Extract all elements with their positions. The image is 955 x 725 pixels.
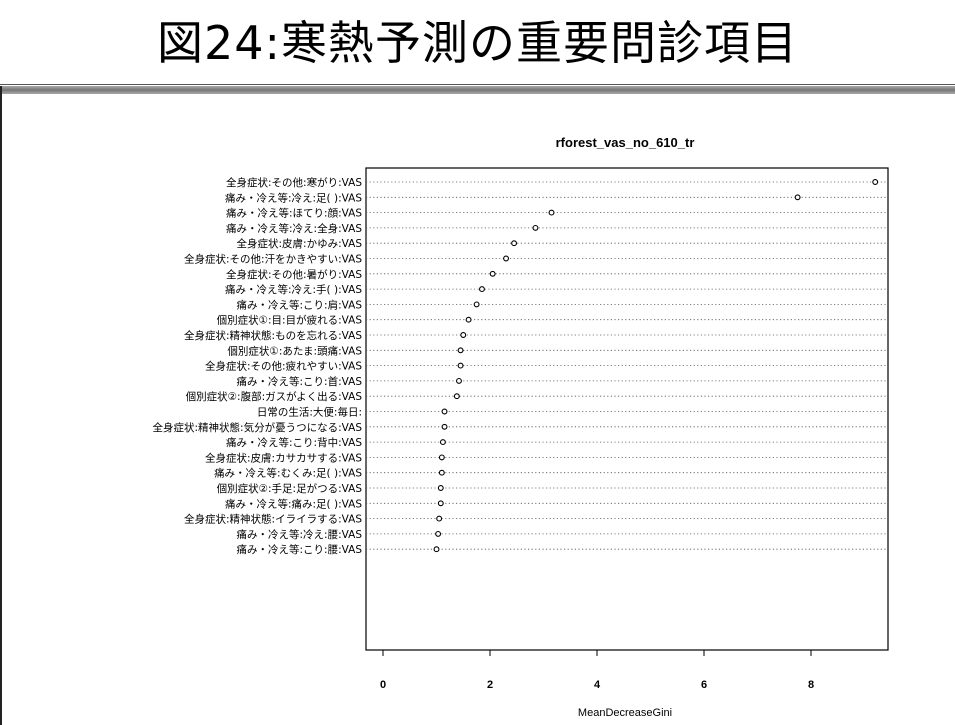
data-point [503, 255, 509, 262]
grid-layer [366, 181, 888, 550]
y-tick-label: 痛み・冷え等:こり:首:VAS [237, 375, 363, 388]
y-tick-label: 痛み・冷え等:むくみ:足( ):VAS [214, 467, 362, 480]
y-tick-label: 個別症状②:手足:足がつる:VAS [217, 482, 363, 495]
data-point [441, 408, 448, 415]
x-axis: 0 2 4 6 8 [380, 650, 814, 691]
y-tick-label: 日常の生活:大便:毎日: [257, 406, 362, 419]
data-point [441, 423, 448, 430]
y-tick-label: 痛み・冷え等:ほてり:顔:VAS [226, 207, 362, 220]
y-tick-label: 痛み・冷え等:こり:腰:VAS [237, 543, 363, 556]
data-point [532, 224, 539, 231]
data-point [435, 530, 442, 537]
data-point [473, 301, 480, 308]
data-point [872, 179, 879, 185]
x-tick-label: 2 [487, 679, 493, 691]
data-point [436, 515, 443, 522]
title-rule [0, 86, 955, 94]
x-tick-label: 6 [701, 679, 707, 691]
data-point [453, 393, 460, 400]
y-tick-label: 全身症状:精神状態:気分が憂うつになる:VAS [153, 421, 363, 434]
y-tick-label: 痛み・冷え等:冷え:全身:VAS [226, 222, 362, 235]
data-point [457, 347, 464, 354]
title-rule-top [0, 84, 955, 85]
x-tick-label: 8 [808, 679, 814, 691]
data-point [439, 439, 446, 446]
y-tick-label: 全身症状:その他:寒がり:VAS [226, 176, 362, 189]
data-point [794, 194, 801, 201]
slide-left-border [0, 86, 2, 725]
y-tick-label: 個別症状①:目:目が疲れる:VAS [217, 314, 363, 327]
y-tick-label: 個別症状①:あたま:頭痛:VAS [227, 344, 362, 357]
data-point [489, 270, 496, 277]
data-point [548, 209, 555, 216]
data-point [479, 286, 485, 293]
y-tick-label: 痛み・冷え等:こり:背中:VAS [226, 436, 362, 449]
data-point [460, 332, 467, 338]
y-tick-label: 全身症状:精神状態:イライラする:VAS [184, 513, 362, 526]
y-tick-label: 全身症状:皮膚:かゆみ:VAS [237, 237, 363, 250]
y-tick-label: 痛み・冷え等:冷え:腰:VAS [237, 528, 363, 541]
data-point [511, 240, 518, 247]
y-tick-label: 全身症状:その他:汗をかきやすい:VAS [184, 253, 362, 266]
data-point [437, 485, 444, 491]
y-tick-label: 痛み・冷え等:こり:肩:VAS [237, 298, 363, 311]
data-point [456, 377, 462, 384]
y-tick-labels: 全身症状:その他:寒がり:VAS 痛み・冷え等:冷え:足( ):VAS 痛み・冷え等… [153, 176, 363, 556]
point-layer [433, 179, 879, 553]
y-tick-label: 痛み・冷え等:痛み:足( ):VAS [225, 497, 362, 510]
y-tick-label: 痛み・冷え等:冷え:手( ):VAS [225, 283, 362, 296]
chart-title: rforest_vas_no_610_tr [556, 135, 695, 150]
plot-frame [365, 167, 889, 651]
data-point [438, 469, 445, 476]
data-point [465, 316, 472, 323]
slide-title: 図24:寒熱予測の重要問診項目 [156, 16, 799, 70]
data-point [433, 546, 440, 553]
x-tick-label: 4 [594, 679, 601, 691]
y-tick-label: 全身症状:精神状態:ものを忘れる:VAS [184, 329, 362, 342]
y-tick-label: 全身症状:皮膚:カサカサする:VAS [205, 451, 362, 464]
y-tick-label: 個別症状②:腹部:ガスがよく出る:VAS [186, 390, 363, 403]
x-axis-label: MeanDecreaseGini [578, 707, 672, 719]
data-point [457, 362, 464, 369]
data-point [437, 500, 444, 507]
data-point [438, 454, 445, 461]
y-tick-label: 痛み・冷え等:冷え:足( ):VAS [225, 191, 362, 204]
y-tick-label: 全身症状:その他:暑がり:VAS [226, 268, 362, 281]
x-tick-label: 0 [380, 679, 386, 691]
y-tick-label: 全身症状:その他:疲れやすい:VAS [205, 360, 362, 373]
